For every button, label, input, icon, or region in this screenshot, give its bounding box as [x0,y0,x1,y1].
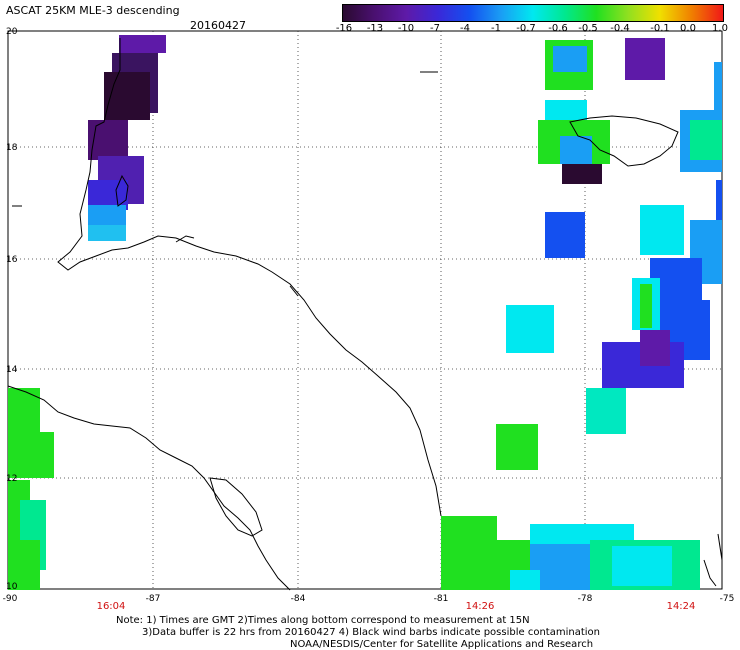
x-tick-label: -81 [434,594,449,604]
colorbar-label: 1.0 [712,23,728,34]
colorbar-label: -13 [366,23,384,34]
colorbar-label: -1 [491,23,501,34]
y-tick-label: 20 [6,27,18,37]
note-line-3: NOAA/NESDIS/Center for Satellite Applica… [290,639,594,650]
colorbar-labels: -16 -13 -10 -7 -4 -1 -0.7 -0.6 -0.5 -0.4… [335,23,738,37]
x-tick-label: -84 [291,594,306,604]
colorbar-label: -7 [430,23,440,34]
map-frame [7,30,723,590]
y-tick-label: 16 [6,255,18,265]
y-tick-label: 14 [6,365,18,375]
map-title: ASCAT 25KM MLE-3 descending [6,4,180,17]
x-tick-label: -75 [720,594,735,604]
colorbar-label: -0.1 [650,23,670,34]
pass-time: 14:24 [667,601,696,612]
colorbar-label: 0.0 [680,23,696,34]
x-tick-label: -87 [146,594,161,604]
pass-time: 16:04 [97,601,126,612]
colorbar-label: -0.6 [548,23,568,34]
colorbar [342,4,724,22]
colorbar-label: -0.4 [610,23,630,34]
y-tick-label: 12 [6,474,17,484]
pass-times: 16:04 14:26 14:24 [97,601,696,612]
colorbar-label: -16 [335,23,353,34]
colorbar-label: -0.5 [578,23,598,34]
x-tick-label: -78 [578,594,593,604]
pass-time: 14:26 [466,601,495,612]
note-line-1: Note: 1) Times are GMT 2)Times along bot… [116,615,530,626]
x-axis: -90 -87 -84 -81 -78 -75 [3,594,735,604]
note-line-2: 3)Data buffer is 22 hrs from 20160427 4)… [142,627,600,638]
map-date: 20160427 [190,19,246,32]
colorbar-label: -0.7 [516,23,536,34]
x-tick-label: -90 [3,594,18,604]
colorbar-label: -10 [397,23,415,34]
wind-data [8,35,722,590]
coastlines [7,38,723,591]
y-tick-label: 10 [6,582,18,592]
y-axis: 20 18 16 14 12 10 [6,27,18,592]
y-tick-label: 18 [6,143,18,153]
colorbar-label: -4 [460,23,470,34]
